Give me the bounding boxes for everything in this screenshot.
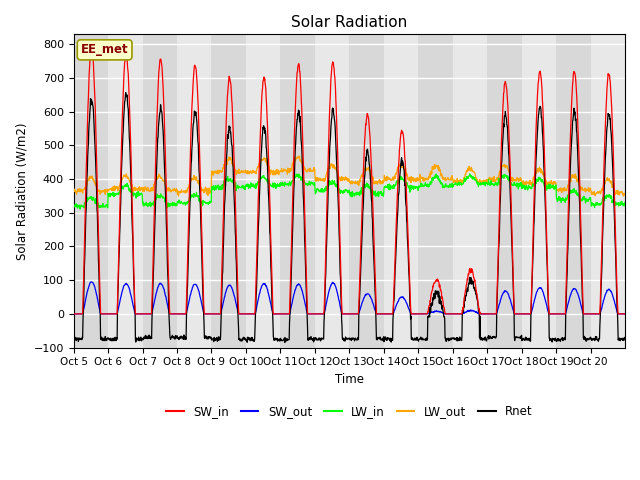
Rnet xyxy=(335,239,343,245)
LW_out xyxy=(335,174,343,180)
Bar xyxy=(280,34,315,348)
LW_out xyxy=(325,164,333,169)
LW_out xyxy=(561,185,568,191)
LW_in xyxy=(621,199,629,205)
Y-axis label: Solar Radiation (W/m2): Solar Radiation (W/m2) xyxy=(15,122,28,260)
SW_in xyxy=(325,138,333,144)
LW_in xyxy=(335,187,343,193)
LW_out xyxy=(620,193,627,199)
Line: Rnet: Rnet xyxy=(74,93,625,342)
Rnet xyxy=(70,336,77,342)
SW_in xyxy=(70,311,77,317)
Rnet xyxy=(621,335,629,340)
Line: SW_out: SW_out xyxy=(74,282,625,314)
Rnet xyxy=(561,336,568,342)
Line: SW_in: SW_in xyxy=(74,48,625,314)
Bar xyxy=(74,34,108,348)
LW_in xyxy=(561,198,568,204)
LW_in xyxy=(480,181,488,187)
Line: LW_out: LW_out xyxy=(74,156,625,196)
SW_out xyxy=(156,280,164,286)
LW_out xyxy=(479,180,487,186)
SW_in xyxy=(561,311,568,317)
LW_in xyxy=(614,203,622,209)
LW_out xyxy=(70,186,77,192)
Bar xyxy=(211,34,246,348)
X-axis label: Time: Time xyxy=(335,373,364,386)
LW_in xyxy=(156,195,164,201)
Bar xyxy=(556,34,591,348)
SW_in xyxy=(156,56,164,62)
Rnet xyxy=(122,90,129,96)
SW_out xyxy=(561,311,568,317)
LW_in xyxy=(466,171,474,177)
Bar xyxy=(246,34,280,348)
Bar xyxy=(349,34,384,348)
SW_in xyxy=(88,45,95,50)
Bar xyxy=(419,34,452,348)
Text: EE_met: EE_met xyxy=(81,43,129,56)
SW_out xyxy=(335,298,343,303)
Rnet xyxy=(325,164,333,170)
SW_out xyxy=(614,311,622,317)
SW_in xyxy=(621,311,629,317)
LW_out xyxy=(156,173,164,179)
SW_out xyxy=(479,311,487,317)
Bar xyxy=(487,34,522,348)
LW_in xyxy=(76,206,84,212)
Bar xyxy=(315,34,349,348)
Bar xyxy=(143,34,177,348)
SW_in xyxy=(479,311,487,317)
Bar xyxy=(108,34,143,348)
Bar xyxy=(522,34,556,348)
SW_out xyxy=(87,279,95,285)
SW_out xyxy=(325,289,333,295)
Line: LW_in: LW_in xyxy=(74,174,625,209)
LW_in xyxy=(70,203,77,209)
LW_out xyxy=(614,191,622,196)
Rnet xyxy=(156,109,164,115)
Rnet xyxy=(614,336,622,341)
SW_in xyxy=(335,203,343,209)
Title: Solar Radiation: Solar Radiation xyxy=(291,15,408,30)
SW_in xyxy=(614,311,622,317)
Rnet xyxy=(281,339,289,345)
LW_out xyxy=(621,191,629,197)
SW_out xyxy=(70,311,77,317)
Bar xyxy=(384,34,419,348)
Legend: SW_in, SW_out, LW_in, LW_out, Rnet: SW_in, SW_out, LW_in, LW_out, Rnet xyxy=(161,401,538,423)
Rnet xyxy=(480,337,488,343)
LW_out xyxy=(295,153,303,159)
SW_out xyxy=(621,311,629,317)
Bar xyxy=(177,34,211,348)
Bar xyxy=(591,34,625,348)
LW_in xyxy=(325,183,333,189)
Bar xyxy=(452,34,487,348)
